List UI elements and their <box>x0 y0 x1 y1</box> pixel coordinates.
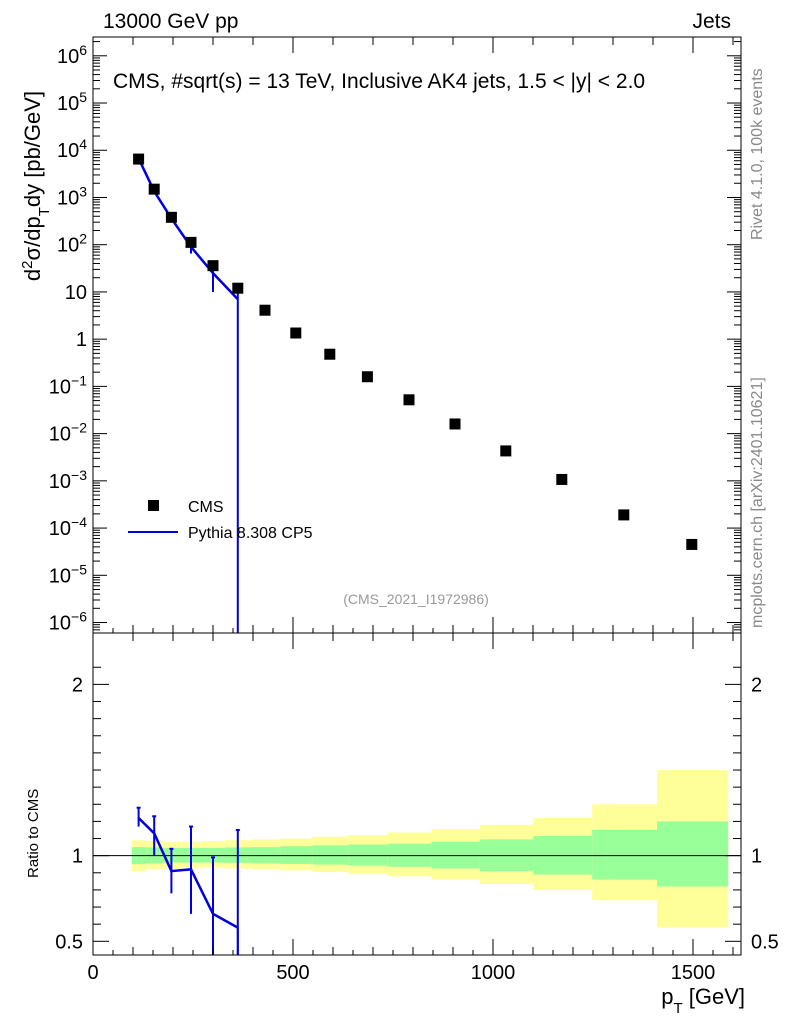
legend-cms-marker <box>148 500 159 511</box>
cms-data-point <box>556 473 568 485</box>
ratio-panel-frame <box>92 632 742 956</box>
x-tick-label: 1500 <box>671 962 716 984</box>
x-tick-label: 1000 <box>471 962 516 984</box>
cms-data-point <box>449 418 461 430</box>
main-y-tick-label: 10−6 <box>49 609 87 635</box>
ratio-y-tick-label: 0.5 <box>55 931 83 953</box>
x-axis-label-part: T <box>673 1000 682 1017</box>
ratio-pythia-series <box>136 806 240 955</box>
ratio-inner-band-bin <box>280 846 313 864</box>
main-y-tick-label: 103 <box>57 183 87 209</box>
cms-data-point <box>148 183 160 195</box>
main-y-axis-label-part: σ/dp <box>20 216 45 260</box>
main-plot-series <box>133 153 698 633</box>
plot-title: CMS, #sqrt(s) = 13 TeV, Inclusive AK4 je… <box>113 70 645 93</box>
ratio-y-tick-label-right: 0.5 <box>751 931 779 953</box>
main-y-tick-label: 10−4 <box>49 514 87 540</box>
main-panel-frame <box>92 36 742 634</box>
cms-data-point <box>207 260 219 272</box>
main-y-axis-label: d2σ/dpTdy [pb/GeV] <box>19 91 53 281</box>
cms-data-point <box>259 304 271 316</box>
ratio-inner-band-bin <box>312 845 349 865</box>
x-axis-label-part: p <box>661 984 673 1009</box>
ratio-y-axis-label: Ratio to CMS <box>25 789 42 878</box>
main-y-tick-label: 10−5 <box>49 561 87 587</box>
cms-data-point <box>290 327 302 339</box>
ratio-inner-band-bin <box>657 821 729 887</box>
analysis-watermark: (CMS_2021_I1972986) <box>343 591 489 607</box>
main-y-axis-label-part: 2 <box>19 260 36 268</box>
legend: CMS Pythia 8.308 CP5 <box>128 499 313 542</box>
legend-pythia-label: Pythia 8.308 CP5 <box>188 525 313 542</box>
cms-data-point <box>185 236 197 248</box>
header-right-label: Jets <box>692 10 731 33</box>
ratio-y-tick-label-right: 1 <box>751 846 762 868</box>
ratio-y-tick-label-right: 2 <box>751 674 762 696</box>
x-tick-label: 500 <box>276 962 309 984</box>
main-y-tick-label: 102 <box>57 231 87 257</box>
main-y-tick-label: 10−2 <box>49 420 87 446</box>
main-y-tick-label: 104 <box>57 136 87 162</box>
x-axis-label-part: [GeV] <box>683 984 745 1009</box>
cms-data-point <box>165 211 177 223</box>
main-y-tick-label: 106 <box>57 42 87 68</box>
main-y-tick-label: 10−1 <box>49 372 87 398</box>
main-y-tick-label: 1 <box>76 329 87 351</box>
cms-data-point <box>232 282 244 294</box>
legend-cms-label: CMS <box>188 499 224 516</box>
cms-data-point <box>618 509 630 521</box>
cms-data-point <box>403 394 415 406</box>
cms-data-point <box>133 153 145 165</box>
header-left-label: 13000 GeV pp <box>103 10 238 33</box>
ratio-uncertainty-bands <box>131 770 729 928</box>
ratio-y-tick-label: 1 <box>72 846 83 868</box>
ratio-axis-ticks: 0 500 1000 1500 0.5 0.5 1 1 2 2 <box>55 633 779 984</box>
cms-data-point <box>500 445 512 457</box>
rivet-side-label: Rivet 4.1.0, 100k events <box>749 68 766 240</box>
ratio-pythia-line <box>137 817 239 929</box>
main-pythia-line <box>137 157 239 301</box>
main-y-axis-label-part: dy [pb/GeV] <box>20 91 45 207</box>
main-axis-ticks: 10610510410310210110−110−210−310−410−510… <box>49 37 741 635</box>
ratio-inner-band-bin <box>592 829 657 880</box>
main-y-tick-label: 10 <box>65 282 87 304</box>
cms-data-point <box>361 371 373 383</box>
main-y-axis-label-part: T <box>36 207 53 216</box>
ratio-inner-band-bin <box>348 844 388 866</box>
x-axis-label: pT [GeV] <box>661 984 745 1017</box>
mcplots-side-label: mcplots.cern.ch [arXiv:2401.10621] <box>749 377 766 628</box>
cms-data-point <box>686 538 698 550</box>
ratio-y-tick-label: 2 <box>72 674 83 696</box>
main-y-tick-label: 105 <box>57 89 87 115</box>
cms-data-point <box>324 348 336 360</box>
main-y-axis-label-part: d <box>20 269 45 281</box>
main-y-tick-label: 10−3 <box>49 467 87 493</box>
x-tick-label: 0 <box>87 962 98 984</box>
